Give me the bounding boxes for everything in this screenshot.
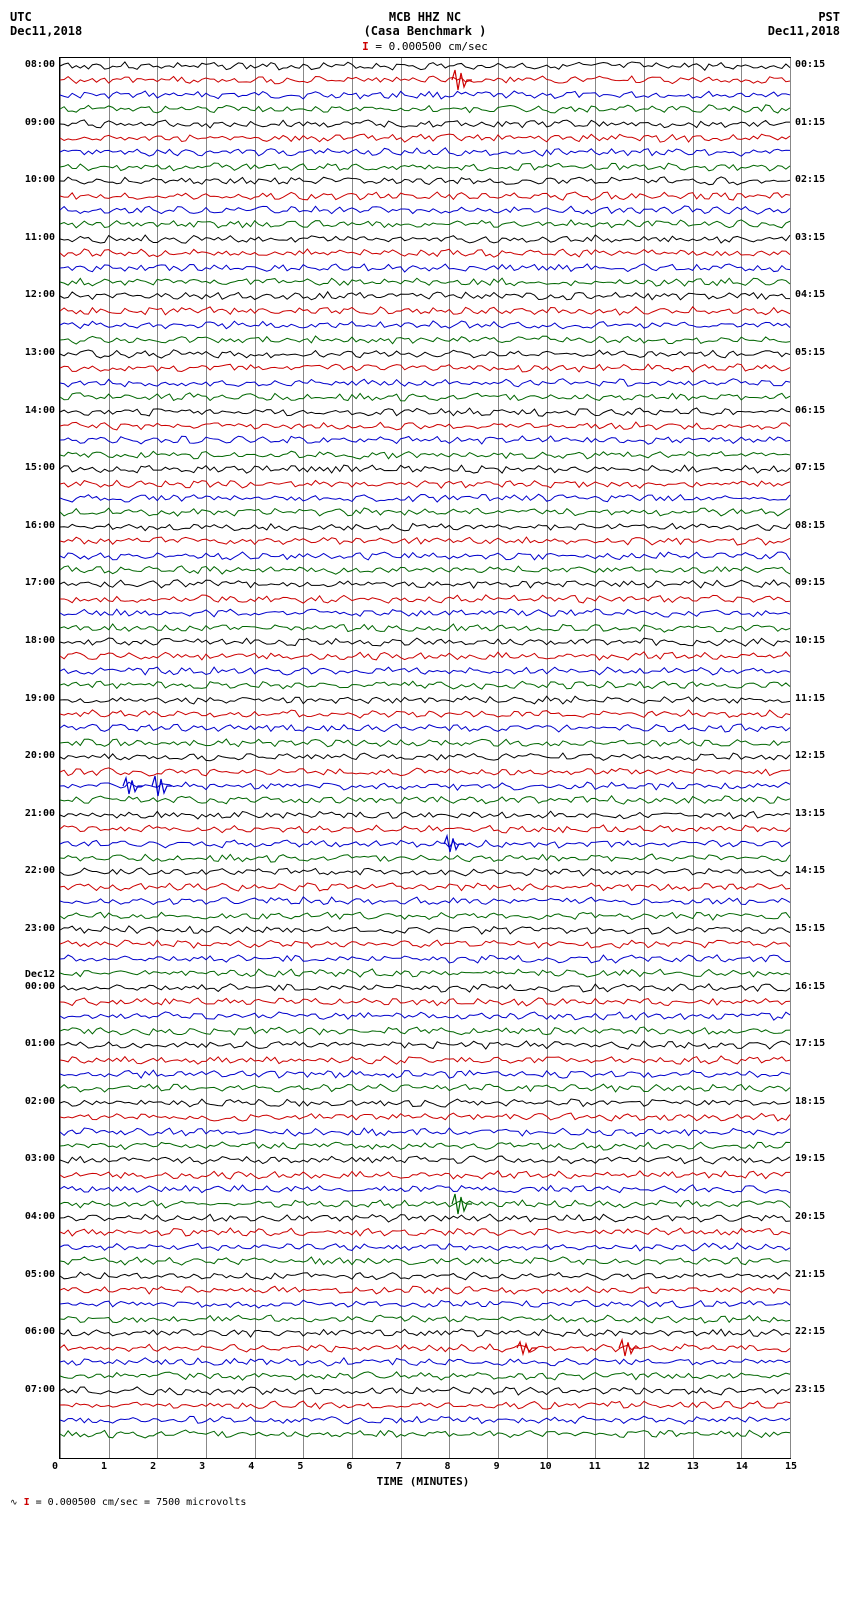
left-tz: UTC <box>10 10 110 24</box>
utc-label: 06:00 <box>25 1326 55 1337</box>
utc-label: 22:00 <box>25 865 55 876</box>
x-tick: 7 <box>395 1461 401 1472</box>
utc-label: 07:00 <box>25 1384 55 1395</box>
seismic-event <box>619 1338 639 1358</box>
utc-label: 16:00 <box>25 520 55 531</box>
utc-label: 21:00 <box>25 808 55 819</box>
pst-label: 12:15 <box>795 750 825 761</box>
pst-label: 16:15 <box>795 981 825 992</box>
pst-label: 10:15 <box>795 635 825 646</box>
pst-label: 06:15 <box>795 405 825 416</box>
utc-label: 08:00 <box>25 59 55 70</box>
x-tick: 13 <box>687 1461 699 1472</box>
right-date: Dec11,2018 <box>740 24 840 38</box>
x-tick: 14 <box>736 1461 748 1472</box>
utc-label: 02:00 <box>25 1096 55 1107</box>
pst-label: 20:15 <box>795 1211 825 1222</box>
utc-label: 05:00 <box>25 1269 55 1280</box>
left-date: Dec11,2018 <box>10 24 110 38</box>
pst-label: 21:15 <box>795 1269 825 1280</box>
x-tick: 11 <box>589 1461 601 1472</box>
utc-label: 20:00 <box>25 750 55 761</box>
seismic-event <box>452 1192 472 1216</box>
x-tick: 6 <box>346 1461 352 1472</box>
pst-label: 19:15 <box>795 1153 825 1164</box>
pst-label: 00:15 <box>795 59 825 70</box>
footer-scale: ∿ I = 0.000500 cm/sec = 7500 microvolts <box>10 1497 840 1508</box>
pst-label: 18:15 <box>795 1096 825 1107</box>
pst-time-labels: 00:15 01:15 02:15 03:15 04:15 05:15 06:15 07:15… <box>791 57 840 1457</box>
x-tick: 12 <box>638 1461 650 1472</box>
header-center: MCB HHZ NC (Casa Benchmark ) I = 0.00050… <box>110 10 740 53</box>
x-tick: 8 <box>445 1461 451 1472</box>
pst-label: 14:15 <box>795 865 825 876</box>
utc-label: Dec12 <box>25 969 55 980</box>
seismogram-plot <box>59 57 791 1459</box>
pst-label: 23:15 <box>795 1384 825 1395</box>
seismic-event <box>152 774 172 798</box>
station-code: MCB HHZ NC <box>110 10 740 24</box>
scale-legend: I = 0.000500 cm/sec <box>110 40 740 53</box>
pst-label: 15:15 <box>795 923 825 934</box>
seismogram-container: UTC Dec11,2018 MCB HHZ NC (Casa Benchmar… <box>10 10 840 1508</box>
pst-label: 04:15 <box>795 289 825 300</box>
pst-label: 02:15 <box>795 174 825 185</box>
pst-label: 07:15 <box>795 462 825 473</box>
x-tick: 2 <box>150 1461 156 1472</box>
pst-label: 13:15 <box>795 808 825 819</box>
x-tick: 4 <box>248 1461 254 1472</box>
utc-label: 10:00 <box>25 174 55 185</box>
seismic-event <box>517 1340 537 1356</box>
x-tick: 3 <box>199 1461 205 1472</box>
x-tick: 0 <box>52 1461 58 1472</box>
utc-label: 04:00 <box>25 1211 55 1222</box>
header-right: PST Dec11,2018 <box>740 10 840 38</box>
station-name: (Casa Benchmark ) <box>110 24 740 38</box>
pst-label: 22:15 <box>795 1326 825 1337</box>
x-axis-label: TIME (MINUTES) <box>377 1475 470 1488</box>
pst-label: 05:15 <box>795 347 825 358</box>
utc-label: 13:00 <box>25 347 55 358</box>
utc-label: 15:00 <box>25 462 55 473</box>
utc-label: 09:00 <box>25 117 55 128</box>
seismic-event <box>452 68 472 92</box>
plot-wrap: 08:00 09:00 10:00 11:00 12:00 13:00 14:00 15:00… <box>10 57 840 1459</box>
pst-label: 01:15 <box>795 117 825 128</box>
utc-time-labels: 08:00 09:00 10:00 11:00 12:00 13:00 14:00 15:00… <box>10 57 59 1457</box>
x-tick: 1 <box>101 1461 107 1472</box>
header-left: UTC Dec11,2018 <box>10 10 110 38</box>
utc-label: 01:00 <box>25 1038 55 1049</box>
pst-label: 08:15 <box>795 520 825 531</box>
header: UTC Dec11,2018 MCB HHZ NC (Casa Benchmar… <box>10 10 840 53</box>
utc-label: 11:00 <box>25 232 55 243</box>
utc-label: 17:00 <box>25 577 55 588</box>
seismic-event <box>444 834 464 854</box>
right-tz: PST <box>740 10 840 24</box>
utc-label: 18:00 <box>25 635 55 646</box>
x-tick: 10 <box>540 1461 552 1472</box>
x-tick: 15 <box>785 1461 797 1472</box>
x-axis: TIME (MINUTES) 0123456789101112131415 <box>55 1459 791 1489</box>
x-tick: 9 <box>494 1461 500 1472</box>
seismic-event <box>123 776 143 796</box>
utc-label: 14:00 <box>25 405 55 416</box>
pst-label: 09:15 <box>795 577 825 588</box>
pst-label: 03:15 <box>795 232 825 243</box>
pst-label: 11:15 <box>795 693 825 704</box>
seismic-trace <box>60 1425 790 1443</box>
utc-label: 00:00 <box>25 981 55 992</box>
utc-label: 19:00 <box>25 693 55 704</box>
utc-label: 03:00 <box>25 1153 55 1164</box>
x-tick: 5 <box>297 1461 303 1472</box>
utc-label: 23:00 <box>25 923 55 934</box>
utc-label: 12:00 <box>25 289 55 300</box>
pst-label: 17:15 <box>795 1038 825 1049</box>
